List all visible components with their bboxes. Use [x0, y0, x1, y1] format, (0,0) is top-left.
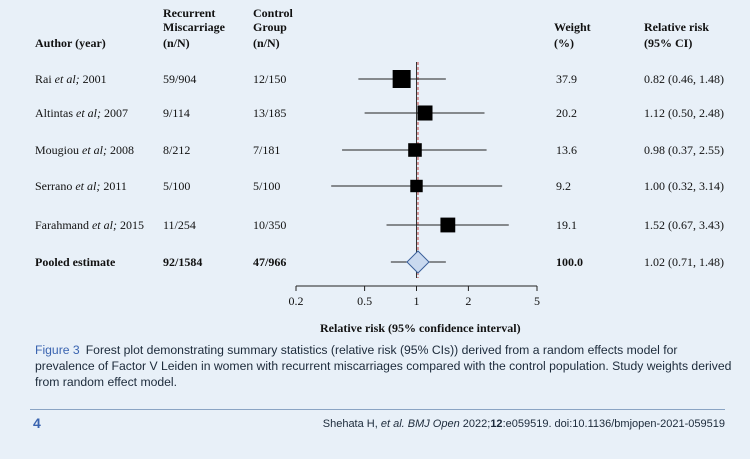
header-cases-line3: (n/N) — [163, 36, 190, 50]
pooled-diamond — [406, 250, 430, 274]
caption-text: Forest plot demonstrating summary statis… — [35, 343, 732, 389]
page-number: 4 — [33, 415, 41, 431]
study-author-serrano: Serrano et al; 2011 — [35, 179, 127, 193]
study-weight-altintas: 20.2 — [556, 106, 577, 120]
study-rr-rai: 0.82 (0.46, 1.48) — [644, 72, 724, 86]
study-cases-altintas: 9/114 — [163, 106, 190, 120]
header-control-line3: (n/N) — [253, 36, 280, 50]
study-rr-serrano: 1.00 (0.32, 3.14) — [644, 179, 724, 193]
pooled-weight: 100.0 — [556, 255, 583, 269]
study-weight-mougiou: 13.6 — [556, 143, 577, 157]
x-tick-label: 5 — [534, 294, 540, 308]
header-author: Author (year) — [35, 36, 106, 50]
pooled-label: Pooled estimate — [35, 255, 116, 269]
x-tick-label: 2 — [465, 294, 471, 308]
study-point-estimate — [408, 143, 422, 157]
study-controls-serrano: 5/100 — [253, 179, 281, 193]
pooled-rr: 1.02 (0.71, 1.48) — [644, 255, 724, 269]
study-author-rai: Rai et al; 2001 — [35, 72, 107, 86]
study-weight-farahmand: 19.1 — [556, 218, 577, 232]
header-rr-line2: (95% CI) — [644, 36, 693, 50]
study-point-estimate — [440, 217, 456, 233]
study-point-estimate — [410, 179, 423, 193]
study-controls-rai: 12/150 — [253, 72, 287, 86]
figure-caption: Figure 3 Forest plot demonstrating summar… — [35, 342, 735, 390]
pooled-controls: 47/966 — [253, 255, 287, 269]
study-author-mougiou: Mougiou et al; 2008 — [35, 143, 135, 157]
x-tick-label: 1 — [414, 294, 420, 308]
x-tick-label: 0.2 — [289, 294, 304, 308]
header-cases-line2: Miscarriage — [163, 20, 225, 34]
pooled-cases: 92/1584 — [163, 255, 203, 269]
study-rr-farahmand: 1.52 (0.67, 3.43) — [644, 218, 724, 232]
footer-divider — [30, 409, 725, 410]
study-weight-serrano: 9.2 — [556, 179, 571, 193]
study-point-estimate — [392, 70, 411, 88]
x-axis-label: Relative risk (95% confidence interval) — [320, 321, 521, 335]
study-author-altintas: Altintas et al; 2007 — [35, 106, 128, 120]
header-control-line2: Group — [253, 20, 287, 34]
study-controls-altintas: 13/185 — [253, 106, 287, 120]
study-cases-mougiou: 8/212 — [163, 143, 191, 157]
header-rr-line1: Relative risk — [644, 20, 709, 34]
header-control-line1: Control — [253, 6, 293, 20]
study-rr-mougiou: 0.98 (0.37, 2.55) — [644, 143, 724, 157]
study-cases-farahmand: 11/254 — [163, 218, 196, 232]
study-author-farahmand: Farahmand et al; 2015 — [35, 218, 144, 232]
header-weight-line2: (%) — [554, 36, 574, 50]
study-weight-rai: 37.9 — [556, 72, 577, 86]
study-controls-farahmand: 10/350 — [253, 218, 287, 232]
header-weight-line1: Weight — [554, 20, 591, 34]
study-cases-serrano: 5/100 — [163, 179, 191, 193]
study-cases-rai: 59/904 — [163, 72, 197, 86]
figure-label: Figure 3 — [35, 343, 80, 357]
study-point-estimate — [417, 105, 433, 121]
header-cases-line1: Recurrent — [163, 6, 216, 20]
study-rr-altintas: 1.12 (0.50, 2.48) — [644, 106, 724, 120]
x-tick-label: 0.5 — [357, 294, 372, 308]
citation: Shehata H, et al. BMJ Open 2022;12:e0595… — [322, 418, 725, 430]
study-controls-mougiou: 7/181 — [253, 143, 281, 157]
